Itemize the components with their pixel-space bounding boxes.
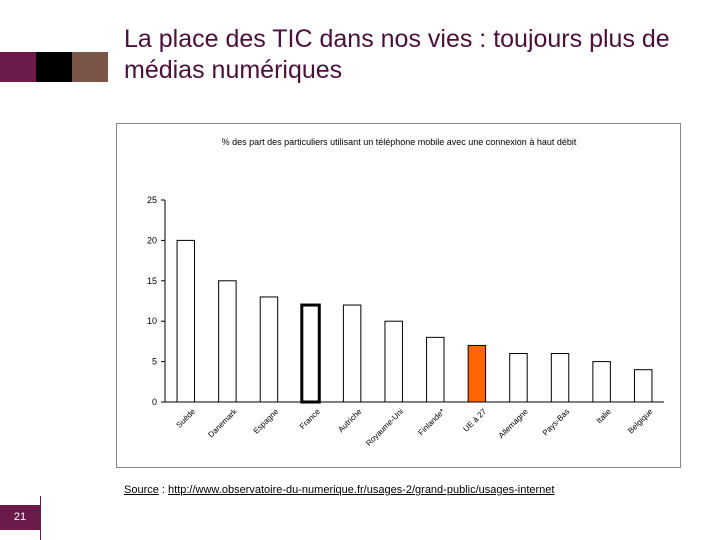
bar [259,296,279,403]
bar [176,239,196,403]
x-category-label: Suède [174,407,197,430]
page-title: La place des TIC dans nos vies : toujour… [124,25,670,84]
chart-frame: % des part des particuliers utilisant un… [116,123,681,468]
chart-title: % des part des particuliers utilisant un… [222,137,577,147]
bar [300,303,321,404]
bar [509,353,528,403]
bar-chart: % des part des particuliers utilisant un… [147,137,664,448]
bar [467,344,487,403]
source-line: Source : http://www.observatoire-du-nume… [124,484,554,496]
footer-divider [40,496,41,540]
y-tick-label: 10 [147,316,157,326]
source-label: Source [124,484,159,496]
bar [592,361,611,403]
y-tick-label: 15 [147,276,157,286]
accent-block-brown [72,52,108,82]
bar [342,304,362,403]
y-tick-label: 5 [152,357,157,367]
y-tick-label: 25 [147,195,157,205]
bar [384,320,403,403]
plot-area: 0 5 10 15 20 25 Suède Danemark Espagne France Autr… [147,195,664,448]
x-category-label: Danemark [206,406,239,439]
bar [218,280,237,403]
x-category-label: Autriche [336,407,364,435]
x-category-label: Belgique [626,407,655,436]
y-tick-label: 20 [147,235,157,245]
y-tick-label: 0 [152,397,157,407]
x-category-label: Finlande* [416,407,446,437]
source-link[interactable]: http://www.observatoire-du-numerique.fr/… [168,484,555,496]
accent-block-plum [0,52,36,82]
bar [550,353,570,403]
slide-number: 21 [0,505,40,530]
x-category-label: Italie [595,407,614,426]
x-category-label: UE à 27 [461,407,488,434]
x-category-label: Espagne [252,407,281,436]
source-separator: : [158,484,169,496]
accent-block-black [36,52,72,82]
x-category-label: France [298,407,322,431]
bar [426,336,445,403]
x-category-label: Royaume-Uni [364,407,405,448]
x-category-label: Allemagne [497,407,530,440]
x-category-label: Pays-Bas [541,407,572,438]
bar [633,369,653,403]
